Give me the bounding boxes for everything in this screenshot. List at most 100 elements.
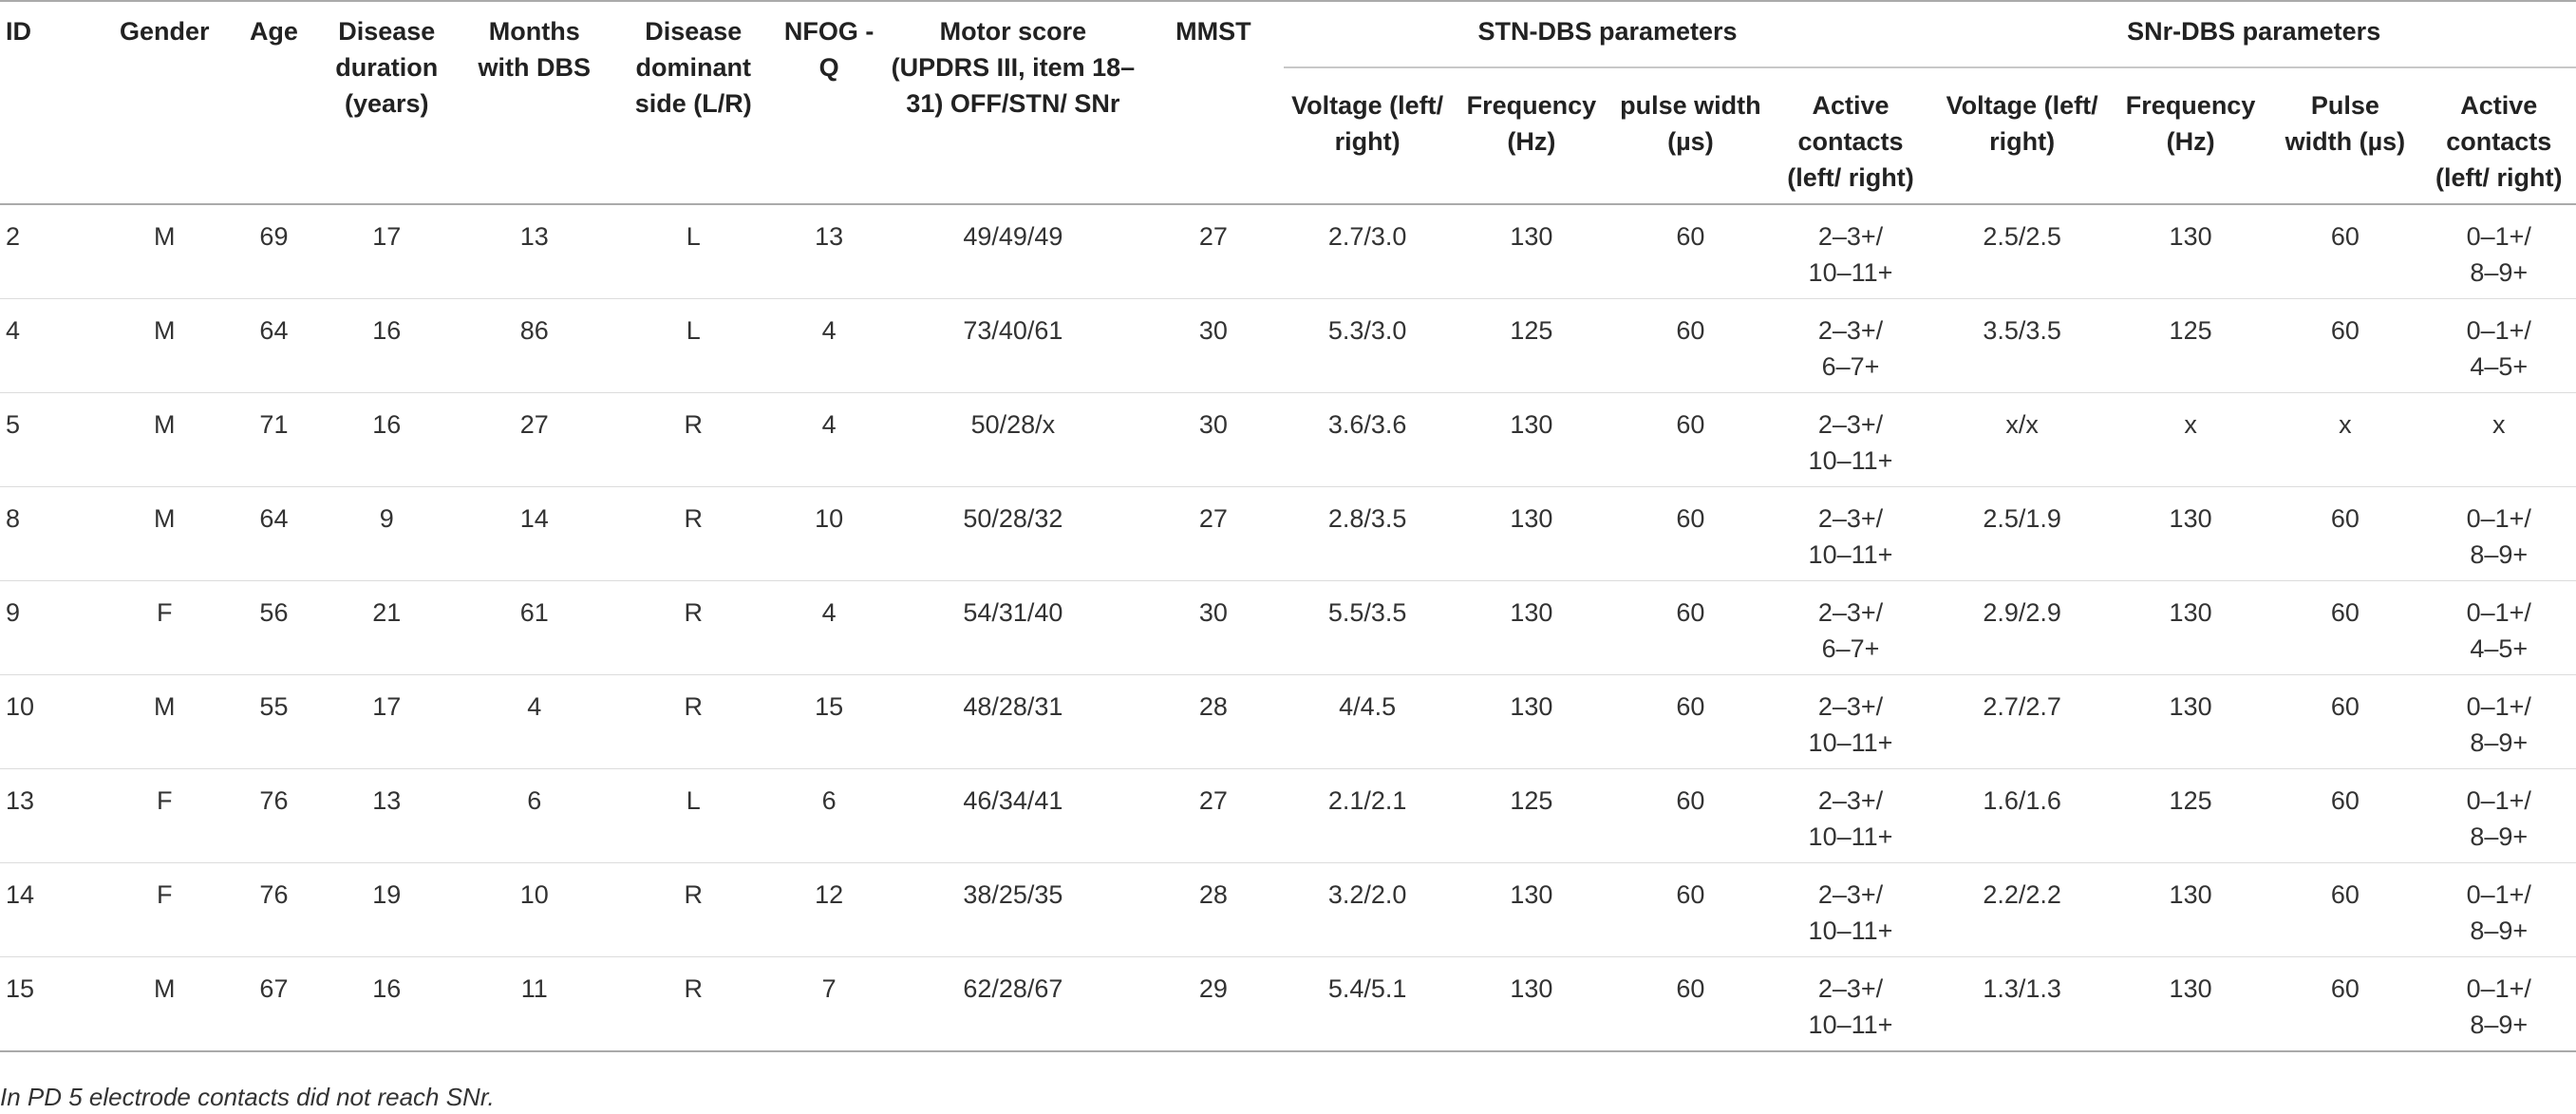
header-mmst: MMST bbox=[1175, 17, 1251, 46]
cell-stn-voltage: 2.8/3.5 bbox=[1327, 504, 1407, 533]
cell-snr-contacts: 0–1+/ 4–5+ bbox=[2422, 581, 2576, 675]
snr-contacts-left: 0–1+/ bbox=[2466, 974, 2531, 1003]
cell-snr-pulse-width: 60 bbox=[2330, 786, 2360, 815]
stn-contacts-right: 6–7+ bbox=[1821, 634, 1880, 663]
cell-snr-frequency: 130 bbox=[2169, 692, 2212, 721]
cell-snr-voltage: 2.9/2.9 bbox=[1983, 598, 2061, 627]
header-stn-frequency: Frequency (Hz) bbox=[1466, 91, 1597, 156]
cell-id: 10 bbox=[6, 692, 35, 721]
cell-snr-contacts: 0–1+/ 4–5+ bbox=[2422, 299, 2576, 393]
cell-stn-contacts: 2–3+/ 10–11+ bbox=[1770, 204, 1932, 299]
stn-contacts-right: 10–11+ bbox=[1808, 728, 1893, 757]
cell-snr-frequency: x bbox=[2184, 410, 2197, 439]
cell-gender: F bbox=[157, 880, 173, 909]
cell-stn-contacts: 2–3+/ 10–11+ bbox=[1770, 769, 1932, 863]
cell-gender: M bbox=[154, 316, 176, 345]
cell-stn-voltage: 5.3/3.0 bbox=[1327, 316, 1407, 345]
cell-snr-frequency: 130 bbox=[2169, 974, 2212, 1003]
table-row: 14 F 76 19 10 R 12 38/25/35 28 3.2/2.0 1… bbox=[0, 863, 2576, 957]
cell-stn-frequency: 130 bbox=[1510, 504, 1553, 533]
cell-stn-pulse-width: 60 bbox=[1676, 692, 1705, 721]
cell-stn-pulse-width: 60 bbox=[1676, 786, 1705, 815]
cell-stn-voltage: 3.2/2.0 bbox=[1327, 880, 1407, 909]
cell-id: 13 bbox=[6, 786, 35, 815]
cell-snr-contacts: 0–1+/ 8–9+ bbox=[2422, 957, 2576, 1052]
cell-mmst: 30 bbox=[1198, 410, 1228, 439]
cell-snr-contacts: 0–1+/ 8–9+ bbox=[2422, 863, 2576, 957]
cell-duration: 19 bbox=[372, 880, 402, 909]
cell-mmst: 30 bbox=[1198, 316, 1228, 345]
stn-contacts-right: 10–11+ bbox=[1808, 916, 1893, 945]
cell-nfog: 10 bbox=[815, 504, 844, 533]
cell-mmst: 27 bbox=[1198, 504, 1228, 533]
cell-snr-frequency: 130 bbox=[2169, 222, 2212, 251]
cell-stn-frequency: 125 bbox=[1510, 786, 1553, 815]
cell-snr-pulse-width: 60 bbox=[2330, 974, 2360, 1003]
cell-stn-frequency: 130 bbox=[1510, 598, 1553, 627]
cell-snr-voltage: 2.2/2.2 bbox=[1983, 880, 2061, 909]
table-row: 2 M 69 17 13 L 13 49/49/49 27 2.7/3.0 13… bbox=[0, 204, 2576, 299]
header-stn-dbs-parameters: STN-DBS parameters bbox=[1283, 1, 1932, 68]
table-row: 5 M 71 16 27 R 4 50/28/x 30 3.6/3.6 130 … bbox=[0, 393, 2576, 487]
cell-stn-frequency: 130 bbox=[1510, 974, 1553, 1003]
cell-months: 14 bbox=[519, 504, 549, 533]
cell-duration: 16 bbox=[372, 410, 402, 439]
cell-stn-voltage: 2.7/3.0 bbox=[1327, 222, 1407, 251]
cell-id: 9 bbox=[6, 598, 21, 627]
cell-stn-pulse-width: 60 bbox=[1676, 598, 1705, 627]
header-row-1: ID Gender Age Disease duration (years) M… bbox=[0, 1, 2576, 118]
cell-duration: 21 bbox=[372, 598, 402, 627]
cell-snr-frequency: 130 bbox=[2169, 880, 2212, 909]
snr-contacts-left: 0–1+/ bbox=[2466, 786, 2531, 815]
stn-contacts-left: 2–3+/ bbox=[1817, 880, 1884, 909]
cell-side: R bbox=[684, 880, 704, 909]
cell-side: R bbox=[684, 692, 704, 721]
cell-stn-frequency: 130 bbox=[1510, 880, 1553, 909]
cell-snr-pulse-width: 60 bbox=[2330, 222, 2360, 251]
cell-snr-frequency: 125 bbox=[2169, 786, 2212, 815]
cell-snr-pulse-width: 60 bbox=[2330, 692, 2360, 721]
header-snr-pulse-width: Pulse width (µs) bbox=[2285, 91, 2406, 156]
cell-mmst: 30 bbox=[1198, 598, 1228, 627]
header-snr-active-contacts: Active contacts (left/ right) bbox=[2435, 91, 2563, 192]
snr-contacts-right: 8–9+ bbox=[2470, 728, 2529, 757]
stn-contacts-left: 2–3+/ bbox=[1817, 410, 1884, 439]
snr-contacts-right: 8–9+ bbox=[2470, 1010, 2529, 1039]
table-row: 10 M 55 17 4 R 15 48/28/31 28 4/4.5 130 … bbox=[0, 675, 2576, 769]
snr-contacts-left: 0–1+/ bbox=[2466, 880, 2531, 909]
cell-stn-voltage: 5.4/5.1 bbox=[1327, 974, 1407, 1003]
cell-age: 64 bbox=[259, 316, 289, 345]
cell-snr-contacts: 0–1+/ 8–9+ bbox=[2422, 769, 2576, 863]
cell-duration: 17 bbox=[372, 692, 402, 721]
cell-snr-pulse-width: 60 bbox=[2330, 504, 2360, 533]
cell-motor: 49/49/49 bbox=[963, 222, 1063, 251]
header-motor-score: Motor score (UPDRS III, item 18–31) OFF/… bbox=[891, 17, 1136, 118]
cell-age: 76 bbox=[259, 786, 289, 815]
cell-months: 27 bbox=[519, 410, 549, 439]
cell-nfog: 12 bbox=[815, 880, 844, 909]
stn-contacts-left: 2–3+/ bbox=[1817, 222, 1884, 251]
cell-motor: 46/34/41 bbox=[963, 786, 1063, 815]
cell-months: 86 bbox=[519, 316, 549, 345]
cell-gender: F bbox=[157, 598, 173, 627]
cell-nfog: 13 bbox=[815, 222, 844, 251]
cell-nfog: 4 bbox=[821, 316, 837, 345]
cell-age: 67 bbox=[259, 974, 289, 1003]
cell-duration: 17 bbox=[372, 222, 402, 251]
cell-stn-pulse-width: 60 bbox=[1676, 974, 1705, 1003]
snr-contacts-left: 0–1+/ bbox=[2466, 222, 2531, 251]
header-dominant-side: Disease dominant side (L/R) bbox=[634, 17, 752, 118]
cell-stn-frequency: 130 bbox=[1510, 222, 1553, 251]
cell-age: 69 bbox=[259, 222, 289, 251]
cell-gender: M bbox=[154, 504, 176, 533]
cell-gender: F bbox=[157, 786, 173, 815]
cell-mmst: 28 bbox=[1198, 692, 1228, 721]
cell-stn-pulse-width: 60 bbox=[1676, 410, 1705, 439]
cell-snr-voltage: x/x bbox=[2005, 410, 2039, 439]
cell-motor: 54/31/40 bbox=[963, 598, 1063, 627]
cell-snr-voltage: 2.5/1.9 bbox=[1983, 504, 2061, 533]
stn-contacts-right: 10–11+ bbox=[1808, 540, 1893, 569]
cell-snr-pulse-width: 60 bbox=[2330, 316, 2360, 345]
table-header: ID Gender Age Disease duration (years) M… bbox=[0, 1, 2576, 204]
cell-mmst: 27 bbox=[1198, 786, 1228, 815]
